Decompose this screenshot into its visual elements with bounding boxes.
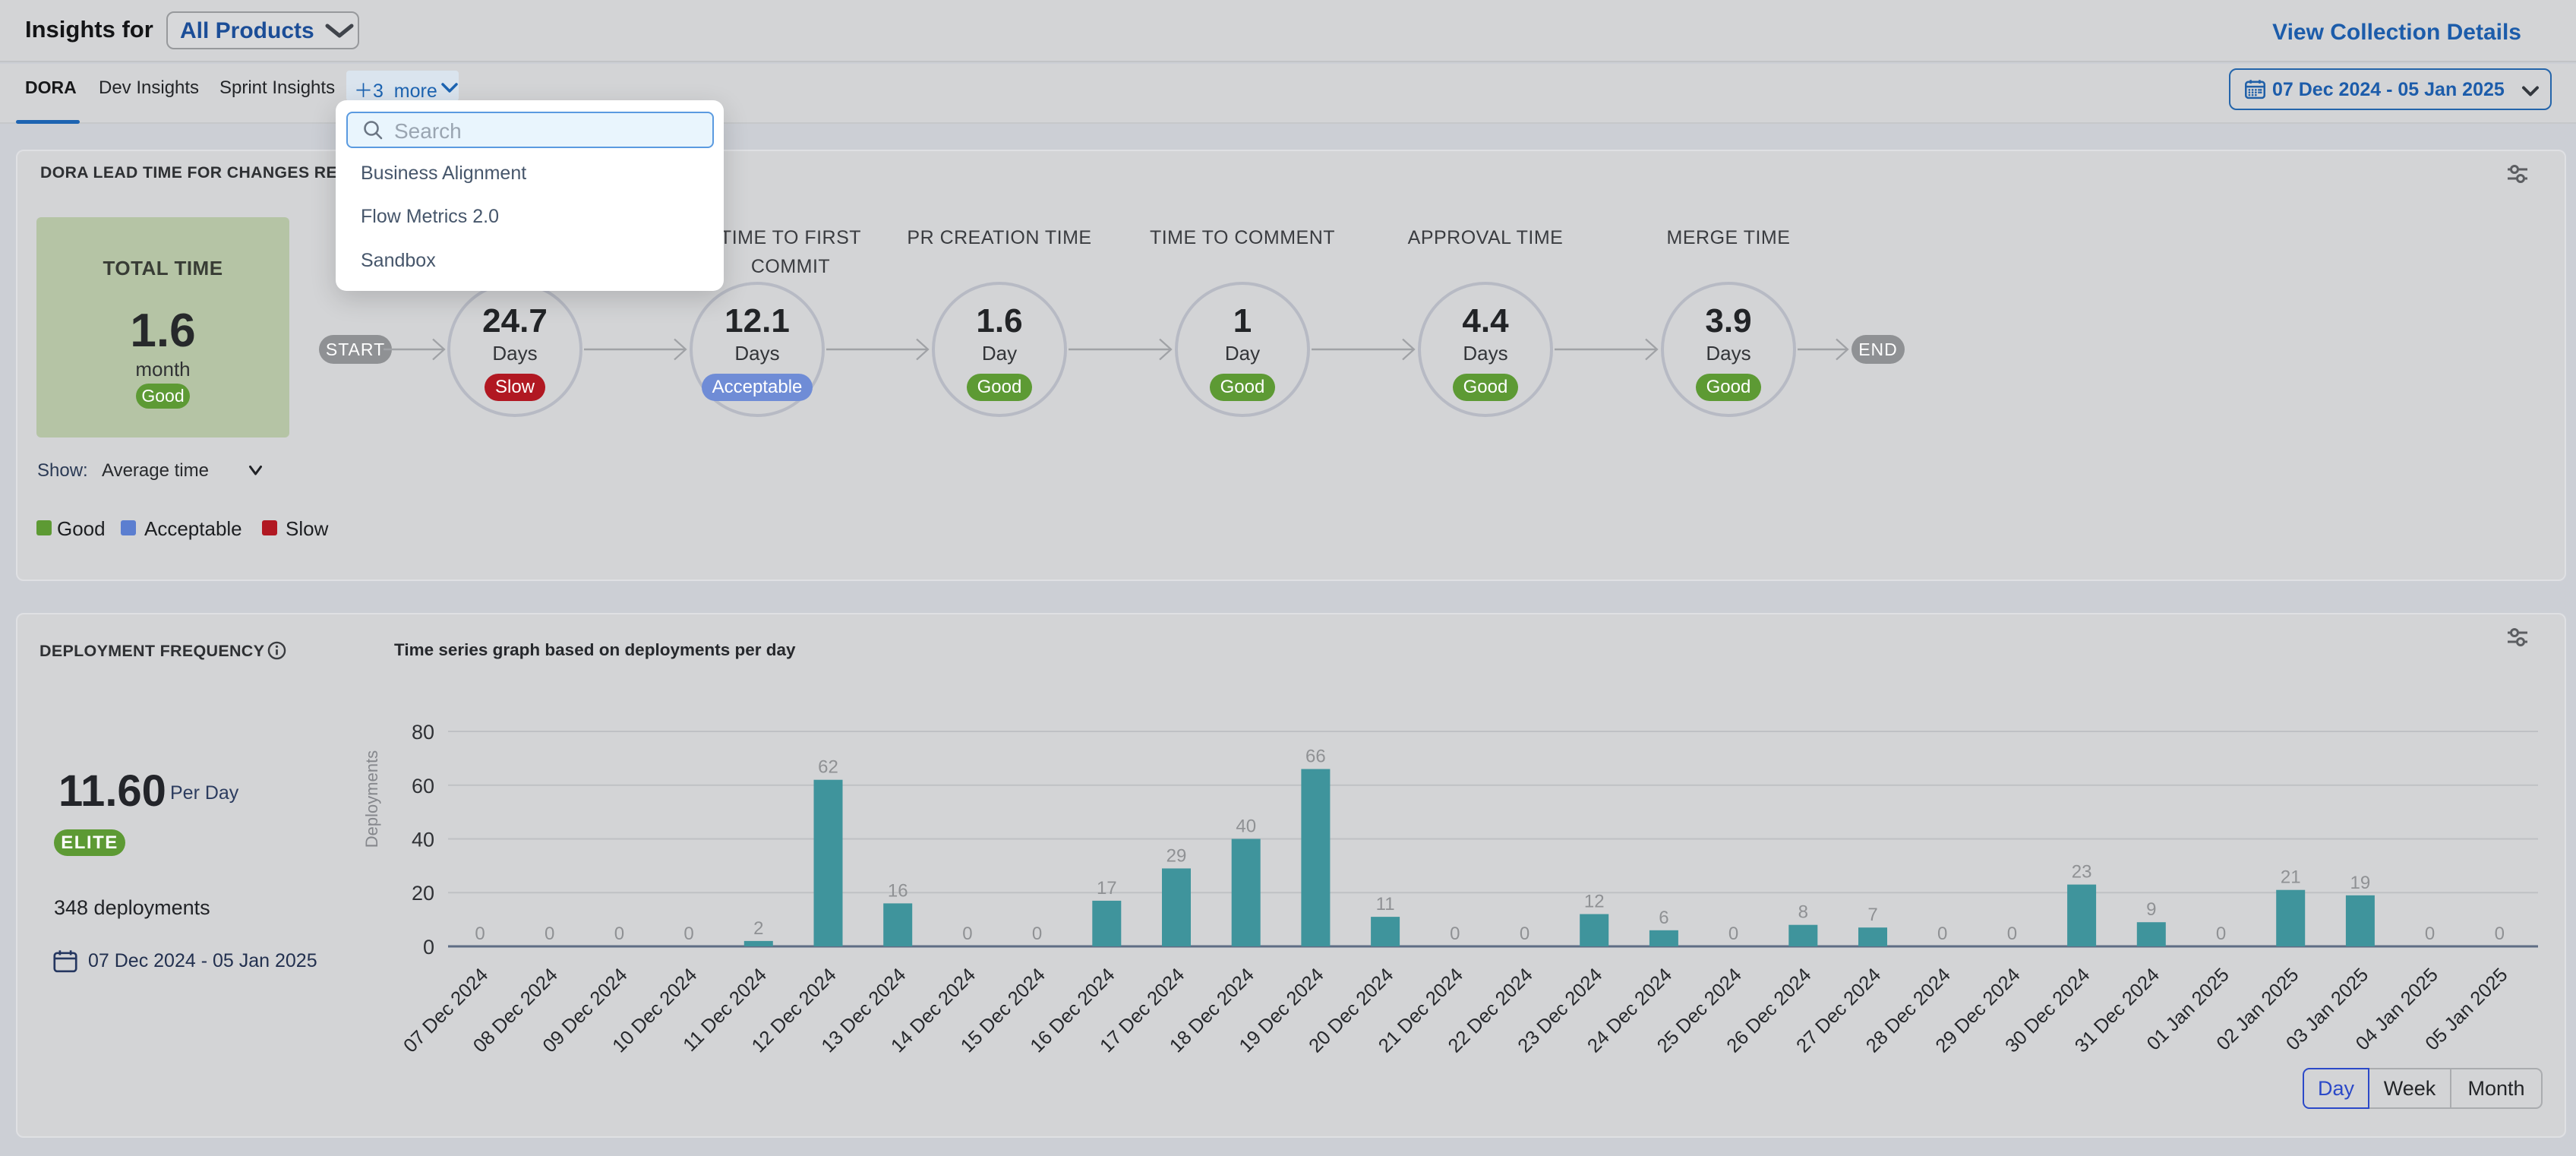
svg-text:0: 0	[2495, 924, 2505, 944]
svg-text:19: 19	[2350, 873, 2371, 893]
svg-text:0: 0	[2216, 924, 2226, 944]
svg-text:0: 0	[545, 924, 554, 944]
svg-text:Deployments: Deployments	[362, 750, 381, 848]
svg-text:21: 21	[2281, 867, 2301, 888]
svg-text:0: 0	[1520, 924, 1530, 944]
svg-text:9: 9	[2146, 899, 2156, 920]
svg-text:40: 40	[412, 829, 434, 851]
svg-text:0: 0	[2425, 924, 2435, 944]
svg-text:6: 6	[1659, 908, 1668, 928]
svg-text:40: 40	[1236, 816, 1256, 837]
svg-text:11: 11	[1376, 894, 1395, 914]
svg-text:0: 0	[2007, 924, 2017, 944]
svg-text:0: 0	[475, 924, 485, 944]
svg-text:29: 29	[1166, 845, 1187, 866]
svg-text:16: 16	[888, 880, 908, 901]
svg-text:0: 0	[1032, 924, 1042, 944]
svg-text:80: 80	[412, 721, 434, 744]
svg-text:0: 0	[614, 924, 624, 944]
svg-text:17: 17	[1097, 878, 1117, 899]
svg-text:62: 62	[818, 757, 838, 778]
svg-text:0: 0	[423, 936, 434, 959]
svg-text:0: 0	[962, 924, 972, 944]
svg-text:0: 0	[1937, 924, 1947, 944]
svg-text:23: 23	[2072, 862, 2092, 883]
svg-text:60: 60	[412, 775, 434, 798]
svg-text:20: 20	[412, 882, 434, 905]
svg-text:0: 0	[683, 924, 693, 944]
svg-text:0: 0	[1728, 924, 1738, 944]
svg-text:2: 2	[753, 918, 763, 939]
svg-text:66: 66	[1305, 747, 1326, 767]
svg-text:7: 7	[1867, 905, 1877, 925]
svg-text:8: 8	[1798, 902, 1808, 923]
svg-text:0: 0	[1450, 924, 1460, 944]
svg-text:12: 12	[1584, 892, 1605, 912]
